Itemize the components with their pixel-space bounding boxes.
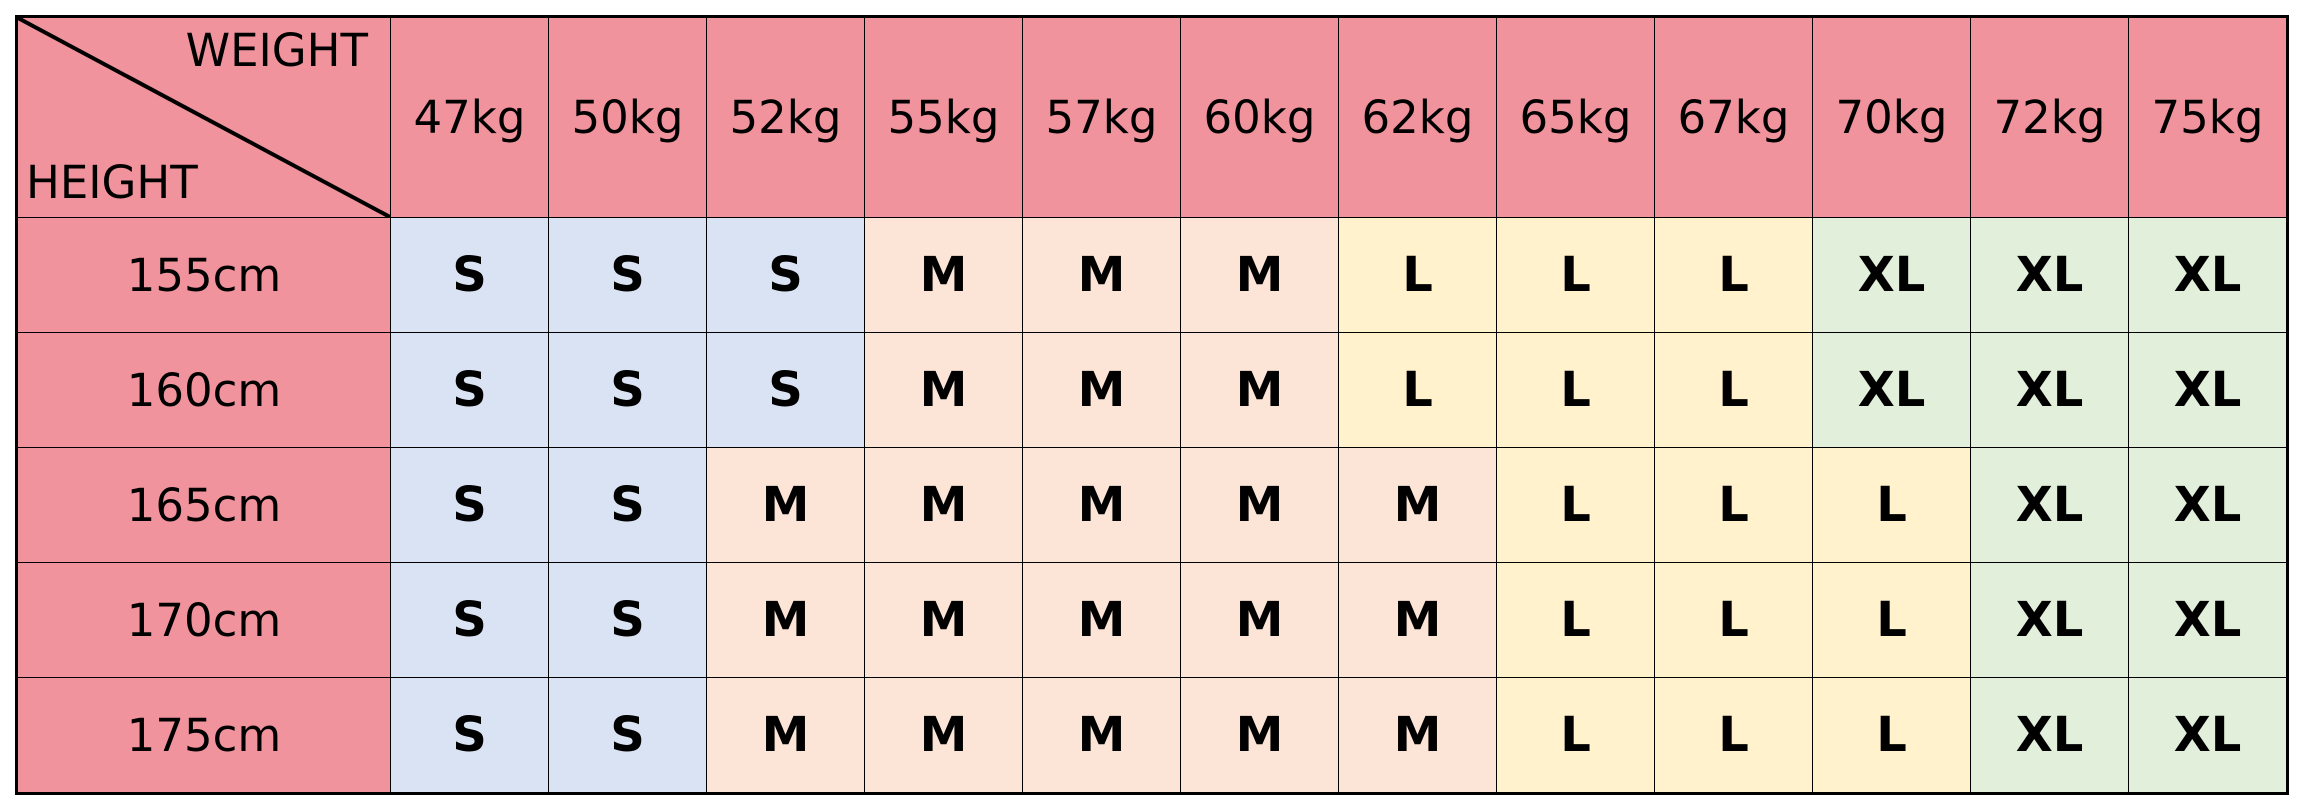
size-cell: XL (2128, 562, 2288, 678)
size-cell: L (1812, 677, 1971, 794)
size-cell: S (390, 677, 549, 794)
size-row: 160cm S S S M M M L L L XL XL XL (16, 332, 2288, 448)
size-cell: XL (1970, 332, 2129, 448)
size-cell: S (706, 217, 865, 333)
size-cell: S (548, 332, 707, 448)
size-cell: S (548, 447, 707, 563)
size-cell: S (390, 562, 549, 678)
column-header: 60kg (1180, 16, 1339, 218)
size-cell: L (1812, 447, 1971, 563)
column-header: 50kg (548, 16, 707, 218)
size-cell: M (864, 332, 1023, 448)
size-cell: M (864, 562, 1023, 678)
size-cell: M (706, 677, 865, 794)
size-cell: M (1338, 447, 1497, 563)
size-cell: M (864, 217, 1023, 333)
size-cell: L (1654, 447, 1813, 563)
corner-cell: WEIGHT HEIGHT (16, 16, 391, 218)
size-cell: M (1338, 562, 1497, 678)
size-cell: L (1654, 677, 1813, 794)
row-header: 165cm (16, 447, 391, 563)
size-table: WEIGHT HEIGHT 47kg 50kg 52kg 55kg 57kg 60kg 62… (15, 15, 2289, 795)
column-header: 65kg (1496, 16, 1655, 218)
column-header: 72kg (1970, 16, 2129, 218)
size-cell: S (706, 332, 865, 448)
size-cell: XL (2128, 332, 2288, 448)
diagonal (18, 18, 390, 217)
size-cell: L (1496, 562, 1655, 678)
size-cell: L (1812, 562, 1971, 678)
row-header: 170cm (16, 562, 391, 678)
size-chart: WEIGHT HEIGHT 47kg 50kg 52kg 55kg 57kg 60kg 62… (15, 15, 2289, 795)
size-cell: M (1180, 677, 1339, 794)
size-row: 175cm S S M M M M M L L L XL XL (16, 677, 2288, 794)
corner-bottom-label: HEIGHT (26, 156, 198, 209)
column-header: 70kg (1812, 16, 1971, 218)
size-cell: M (1180, 447, 1339, 563)
column-header: 75kg (2128, 16, 2288, 218)
size-row: 170cm S S M M M M M L L L XL XL (16, 562, 2288, 678)
column-header: 55kg (864, 16, 1023, 218)
size-cell: M (1022, 677, 1181, 794)
size-cell: XL (1812, 332, 1971, 448)
size-cell: XL (1970, 677, 2129, 794)
size-cell: M (1180, 332, 1339, 448)
row-header: 175cm (16, 677, 391, 794)
size-cell: L (1338, 332, 1497, 448)
size-cell: S (390, 217, 549, 333)
size-cell: XL (1970, 562, 2129, 678)
table-body: WEIGHT HEIGHT 47kg 50kg 52kg 55kg 57kg 60kg 62… (16, 16, 2288, 794)
column-header: 62kg (1338, 16, 1497, 218)
column-header: 47kg (390, 16, 549, 218)
size-cell: L (1496, 332, 1655, 448)
size-cell: M (864, 447, 1023, 563)
size-cell: M (1022, 447, 1181, 563)
size-cell: M (1338, 677, 1497, 794)
size-cell: L (1654, 217, 1813, 333)
row-header: 160cm (16, 332, 391, 448)
size-cell: XL (1970, 217, 2129, 333)
size-row: 165cm S S M M M M M L L L XL XL (16, 447, 2288, 563)
size-cell: S (390, 447, 549, 563)
size-cell: L (1496, 217, 1655, 333)
corner-top-label: WEIGHT (185, 24, 368, 77)
size-cell: S (548, 562, 707, 678)
size-cell: M (1022, 562, 1181, 678)
column-header: 57kg (1022, 16, 1181, 218)
size-cell: L (1654, 332, 1813, 448)
size-cell: M (1180, 562, 1339, 678)
size-cell: L (1496, 677, 1655, 794)
size-cell: M (1022, 217, 1181, 333)
size-cell: XL (1812, 217, 1971, 333)
size-cell: L (1338, 217, 1497, 333)
size-row: 155cm S S S M M M L L L XL XL XL (16, 217, 2288, 333)
size-cell: XL (2128, 217, 2288, 333)
size-cell: S (548, 677, 707, 794)
size-cell: L (1654, 562, 1813, 678)
size-cell: S (548, 217, 707, 333)
size-cell: XL (2128, 677, 2288, 794)
header-row: WEIGHT HEIGHT 47kg 50kg 52kg 55kg 57kg 60kg 62… (16, 16, 2288, 218)
size-cell: S (390, 332, 549, 448)
size-cell: M (706, 447, 865, 563)
column-header: 52kg (706, 16, 865, 218)
row-header: 155cm (16, 217, 391, 333)
size-cell: M (1180, 217, 1339, 333)
size-cell: XL (2128, 447, 2288, 563)
size-cell: M (1022, 332, 1181, 448)
column-header: 67kg (1654, 16, 1813, 218)
size-cell: XL (1970, 447, 2129, 563)
size-cell: L (1496, 447, 1655, 563)
size-cell: M (864, 677, 1023, 794)
size-cell: M (706, 562, 865, 678)
